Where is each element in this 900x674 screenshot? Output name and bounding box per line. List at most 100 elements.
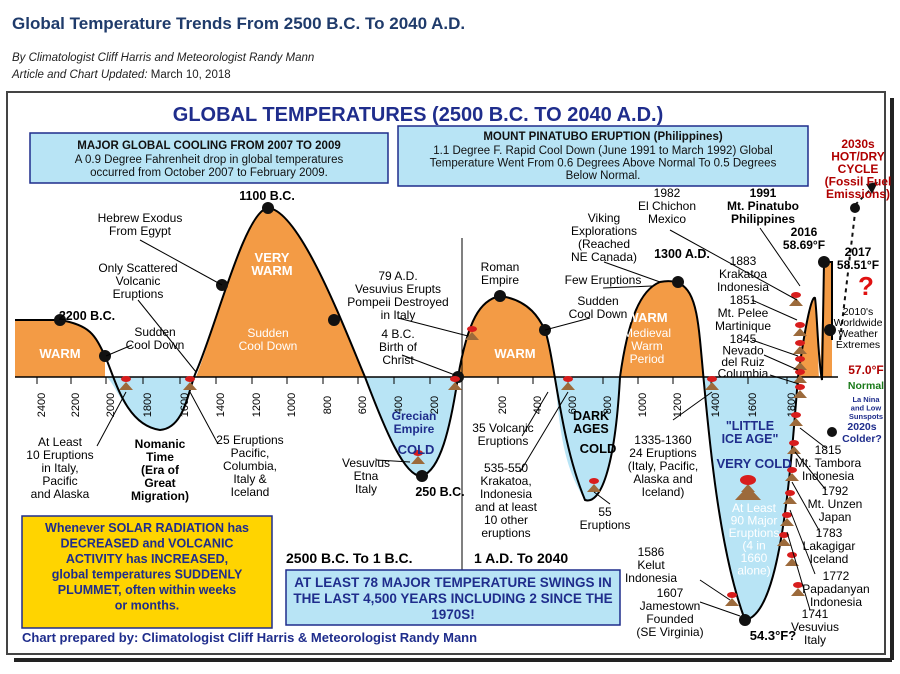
data-point xyxy=(824,324,836,336)
annotation-label-line: 4 B.C. xyxy=(381,327,414,341)
annotation-label-line: Sunspots xyxy=(849,412,883,421)
annotation-label-line: (Italy, Pacific, xyxy=(628,459,698,473)
annotation-label-line: At Least xyxy=(732,501,777,515)
volcano-icon xyxy=(777,532,791,546)
annotation-label-line: 1607 xyxy=(657,586,684,600)
period-label: Grecian Empire xyxy=(392,409,437,436)
annotation-label-line: 35 Volcanic xyxy=(472,421,533,435)
future-point xyxy=(827,427,837,437)
annotation-label-line: Empire xyxy=(394,422,435,436)
annotation-label-line: Mt. Unzen xyxy=(808,497,863,511)
annotation-label: Sudden Cool Down xyxy=(569,294,628,321)
x-tick-label: 2400 xyxy=(36,393,48,417)
x-tick-label: 400 xyxy=(393,396,405,414)
volcano-icon xyxy=(789,292,803,306)
solar-text-line: ACTIVITY has INCREASED, xyxy=(66,552,228,566)
annotation-label-line: Eruptions xyxy=(729,526,780,540)
annotation-label-line: Grecian xyxy=(392,409,437,423)
annotation-label-line: (Reached xyxy=(578,237,630,251)
annotation-label-line: Eruptions xyxy=(580,518,631,532)
annotation-label-line: 2200 B.C. xyxy=(59,309,115,323)
annotation-label-line: alone) xyxy=(737,564,770,578)
annotation-label: 1991 Mt. Pinatubo Philippines xyxy=(727,186,799,226)
annotation-label-line: Explorations xyxy=(571,224,637,238)
annotation-label-line: Sudden xyxy=(134,325,175,339)
annotation-label-line: Kelut xyxy=(637,558,665,572)
annotation-label-line: WARM xyxy=(626,310,667,325)
future-trend-line xyxy=(854,189,871,206)
leader-line xyxy=(544,317,591,331)
tick-labels: 2400 2200 2000 1800 1600 1400 1200 1000 800 600 40… xyxy=(36,377,798,417)
annotation-label-line: 1100 B.C. xyxy=(239,189,295,203)
annotation-label-line: Mt. Pinatubo xyxy=(727,199,799,213)
annotation-label-line: 10 Eruptions xyxy=(26,448,93,462)
data-point xyxy=(54,314,66,326)
annotation-label: Sudden Cool Down xyxy=(126,325,185,352)
x-tick-label: 200 xyxy=(429,396,441,414)
volcano-icon xyxy=(725,592,739,606)
annotation-label-line: 535-550 xyxy=(484,461,528,475)
leader-line xyxy=(672,391,713,421)
data-point xyxy=(739,614,751,626)
annotation-label-line: COLD xyxy=(398,442,435,457)
volcano-icon xyxy=(793,384,807,398)
annotation-label-line: CYCLE xyxy=(838,162,879,176)
annotation-label-line: Iceland) xyxy=(642,485,685,499)
annotation-label-line: 1335-1360 xyxy=(634,433,692,447)
annotation-label-line: Lakagigar xyxy=(803,539,856,553)
annotation-label: At Least 10 Eruptions in Italy, Pacific and … xyxy=(26,435,93,501)
leader-line xyxy=(105,344,133,357)
annotation-label-line: 2020s xyxy=(847,421,876,433)
warm-region xyxy=(620,281,703,377)
annotation-label-line: Jamestown xyxy=(640,599,701,613)
data-point xyxy=(672,276,684,288)
period-label: Medieval Warm Period xyxy=(623,326,671,366)
annotation-label-line: Colder? xyxy=(842,433,882,445)
volcano-markers xyxy=(119,292,807,606)
annotation-label-line: Indonesia xyxy=(717,280,769,294)
annotation-label-line: Weather xyxy=(838,328,878,340)
annotation-label-line: in Italy xyxy=(381,308,416,322)
point-label: 54.3°F? xyxy=(750,628,796,643)
leader-line xyxy=(603,261,661,283)
annotation-label-line: 2010's xyxy=(843,306,874,318)
period-label: VERY COLD xyxy=(716,456,791,471)
annotation-label-line: Nomanic xyxy=(135,437,186,451)
annotation-label-line: VERY COLD xyxy=(716,456,791,471)
x-tick-label: 1000 xyxy=(637,393,649,417)
annotation-label-line: WARM xyxy=(251,263,292,278)
annotation-label-line: Indonesia xyxy=(480,487,532,501)
annotation-label-line: Viking xyxy=(588,211,620,225)
annotation-label-line: Italy xyxy=(804,633,826,647)
annotation-label-line: Pacific, xyxy=(231,446,270,460)
leader-lines xyxy=(96,227,827,617)
solar-box: Whenever SOLAR RADIATION has DECREASED an… xyxy=(21,515,273,629)
annotation-label-line: 2030s xyxy=(841,137,875,151)
annotation-label: 4 B.C. Birth of Christ xyxy=(379,327,418,367)
annotation-label-line: Christ xyxy=(382,353,414,367)
annotation-label-line: Indonesia xyxy=(802,469,854,483)
volcano-icon xyxy=(783,490,797,504)
point-label: 1300 A.D. xyxy=(654,247,710,261)
solar-text-line: Whenever SOLAR RADIATION has xyxy=(45,521,249,535)
annotation-label: Sudden Cool Down xyxy=(239,326,298,353)
annotation-label: 2010's Worldwide Weather Extremes xyxy=(834,306,883,351)
annotation-label: Only Scattered Volcanic Eruptions xyxy=(98,261,177,301)
data-point xyxy=(416,470,428,482)
x-tick-label: 800 xyxy=(322,396,334,414)
annotation-label-line: COLD xyxy=(580,441,617,456)
annotation-label: 25 Eruptions Pacific, Columbia, Italy & Icel… xyxy=(216,433,283,499)
leader-line xyxy=(769,374,800,385)
x-tick-label: 2000 xyxy=(105,393,117,417)
point-label: 1100 B.C. xyxy=(239,189,295,203)
annotation-label-line: 250 B.C. xyxy=(415,485,464,499)
annotation-label-line: (SE Virginia) xyxy=(636,625,703,639)
annotation-label-line: 79 A.D. xyxy=(378,269,417,283)
annotation-label: 535-550 Krakatoa, Indonesia and at least 10 … xyxy=(475,461,538,540)
annotation-label-line: 1300 A.D. xyxy=(654,247,710,261)
annotation-label-line: Alaska and xyxy=(633,472,692,486)
period-label: Nomanic Time (Era of Great Migration) xyxy=(131,437,189,503)
normal-word: Normal xyxy=(848,380,884,392)
point-label: Hebrew Exodus From Egypt xyxy=(98,211,183,238)
annotation-label-line: Only Scattered xyxy=(98,261,177,275)
